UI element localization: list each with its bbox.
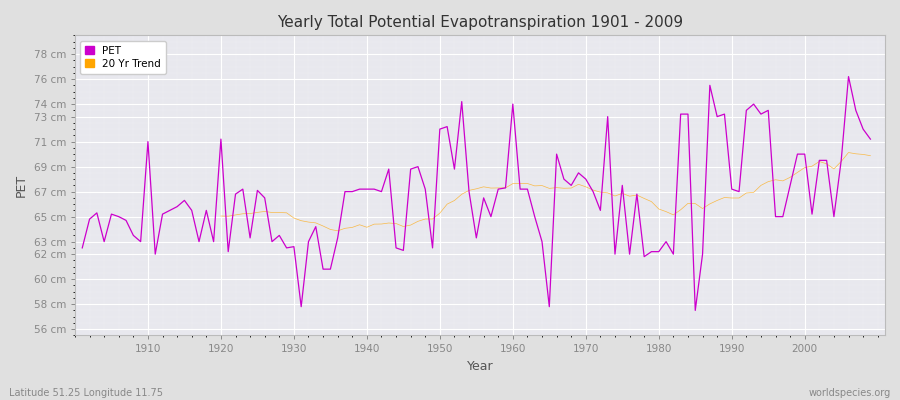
Text: worldspecies.org: worldspecies.org (809, 388, 891, 398)
Legend: PET, 20 Yr Trend: PET, 20 Yr Trend (80, 40, 166, 74)
Title: Yearly Total Potential Evapotranspiration 1901 - 2009: Yearly Total Potential Evapotranspiratio… (277, 15, 683, 30)
Y-axis label: PET: PET (15, 174, 28, 197)
Text: Latitude 51.25 Longitude 11.75: Latitude 51.25 Longitude 11.75 (9, 388, 163, 398)
X-axis label: Year: Year (467, 360, 493, 373)
